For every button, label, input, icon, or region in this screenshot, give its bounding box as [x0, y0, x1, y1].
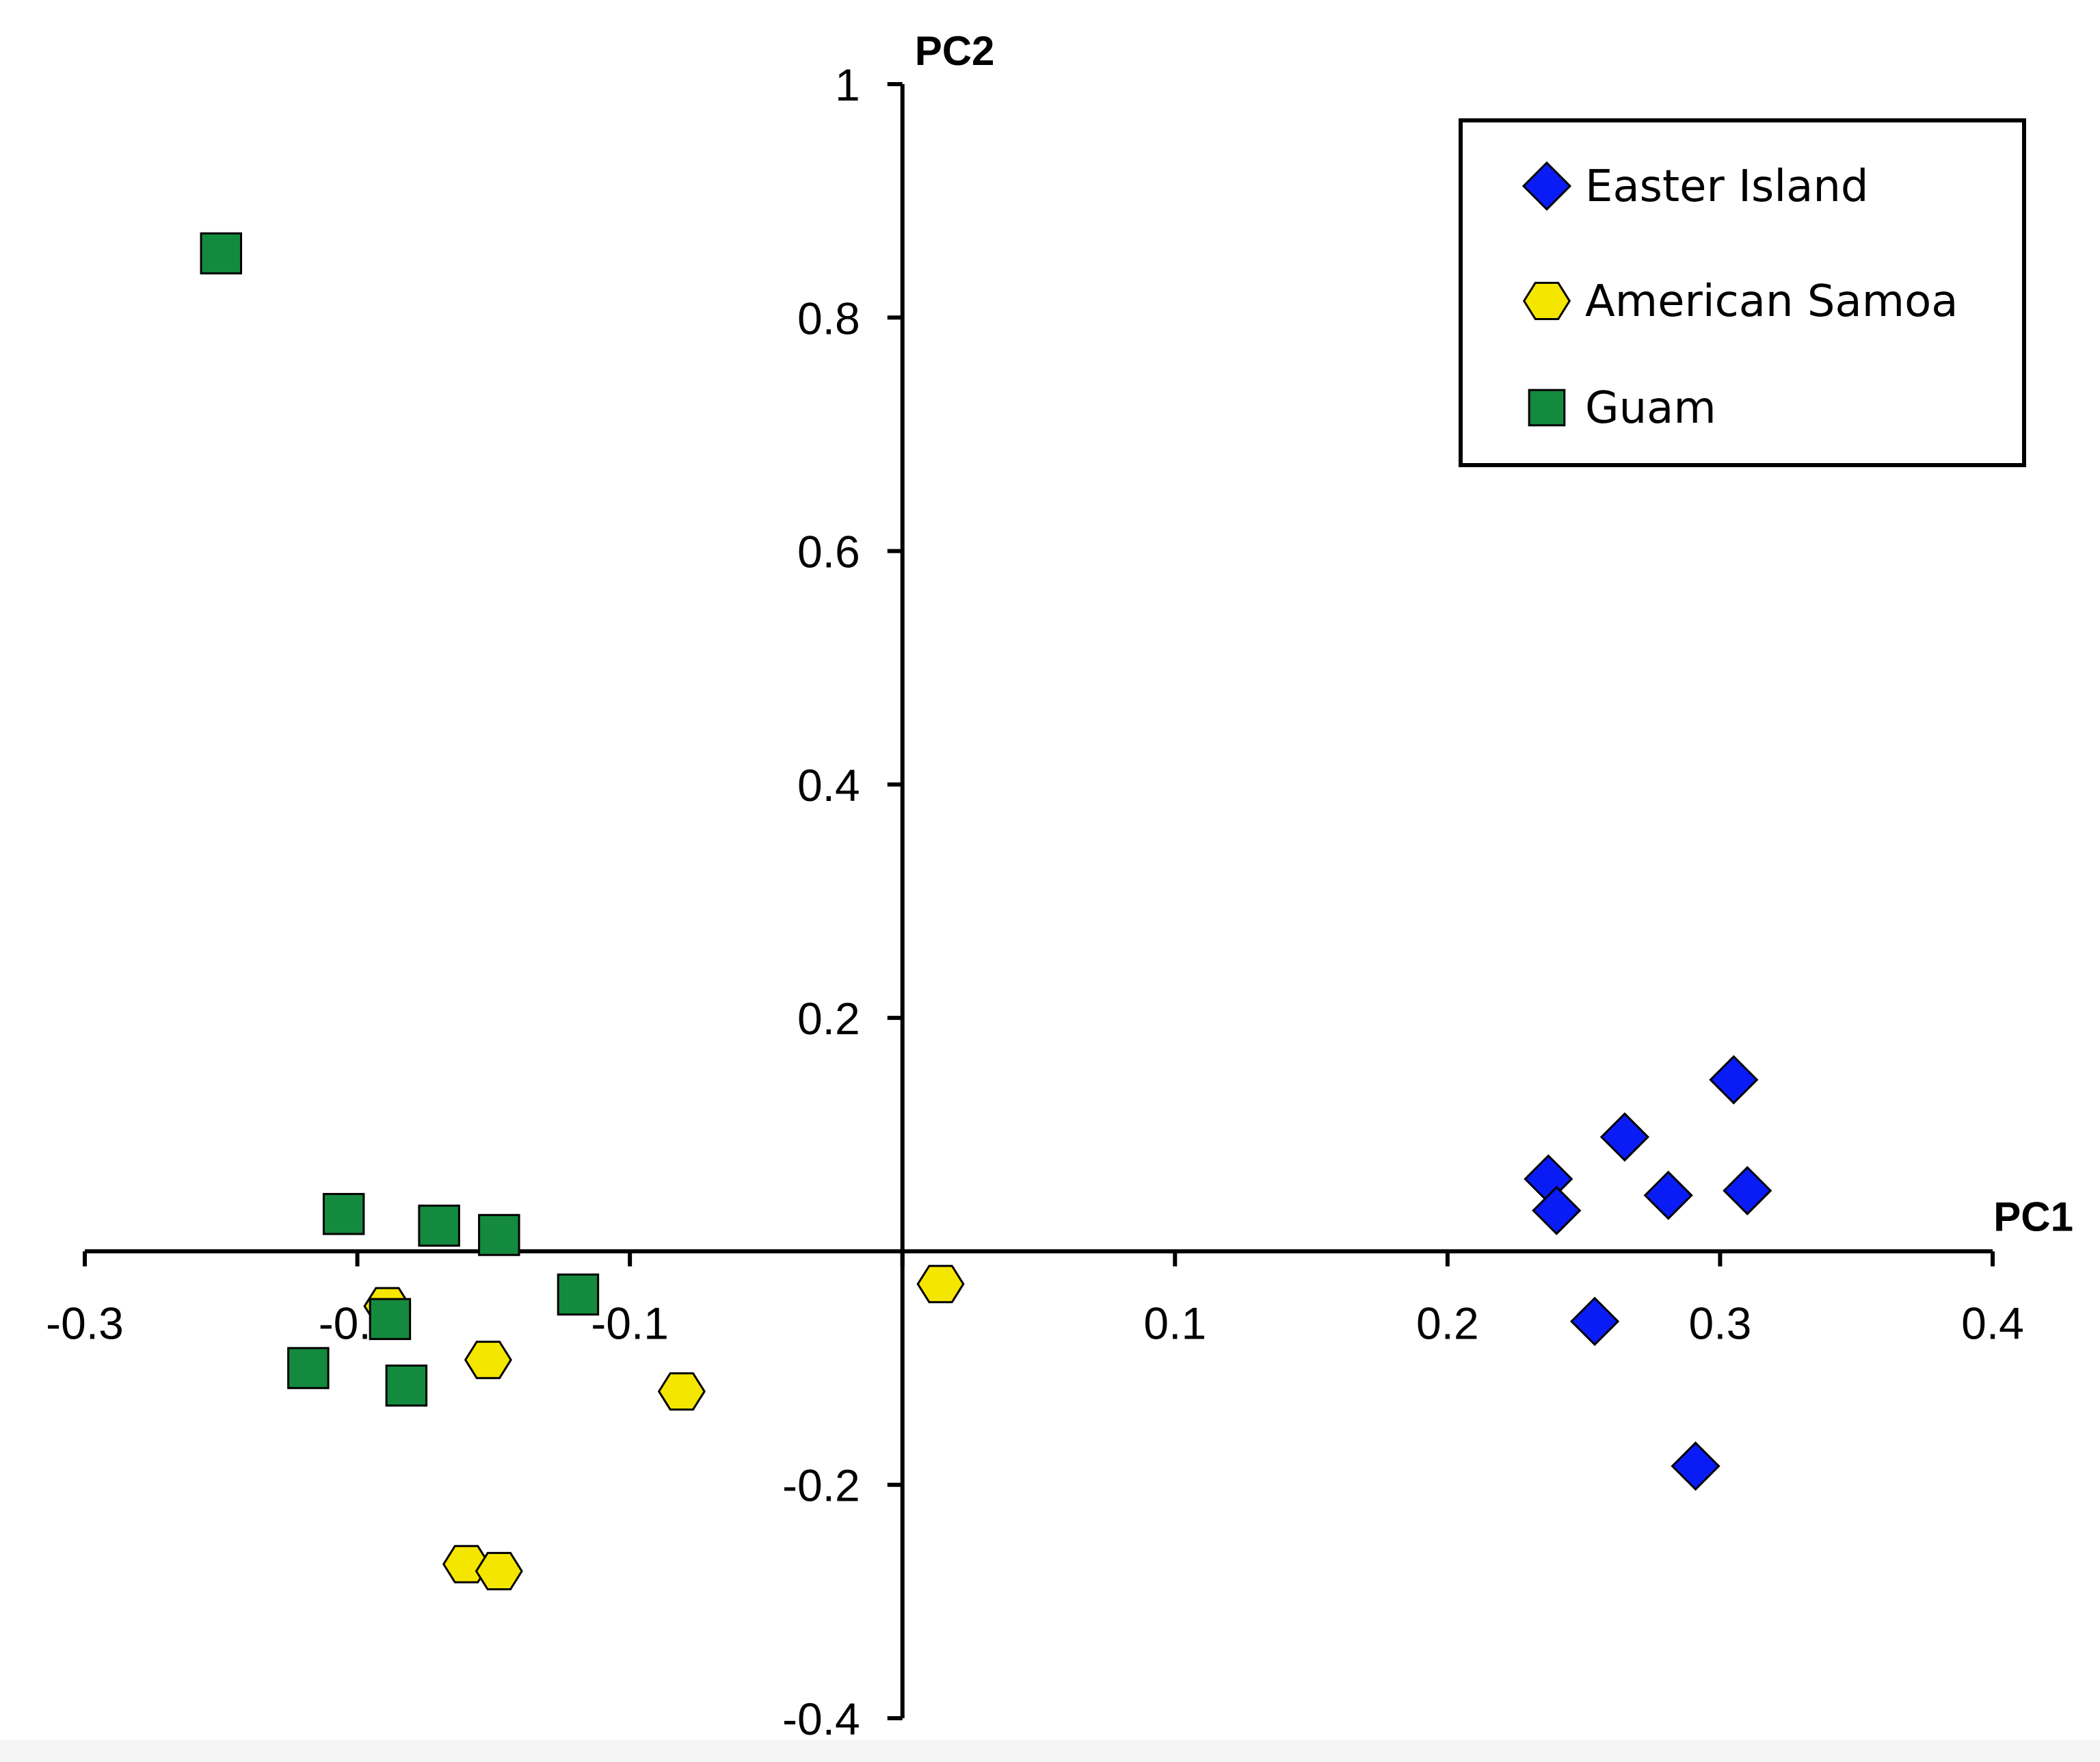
- y-tick-label: -0.2: [782, 1460, 860, 1511]
- american-samoa-point: [657, 1372, 706, 1411]
- x-tick-label: -0.3: [46, 1298, 124, 1348]
- guam-point: [200, 232, 243, 275]
- x-tick-label: 0.2: [1416, 1298, 1479, 1348]
- y-tick-label: 0.4: [797, 760, 860, 811]
- american-samoa-point: [475, 1551, 523, 1590]
- guam-point: [369, 1298, 412, 1341]
- legend-label-american-samoa: American Samoa: [1585, 276, 1958, 327]
- legend-label-guam: Guam: [1585, 383, 1716, 434]
- legend-guam-icon: [1528, 389, 1566, 427]
- x-tick-label: 0.4: [1961, 1298, 2024, 1348]
- easter-island-point: [1723, 1166, 1772, 1215]
- y-tick-label: 0.8: [797, 293, 860, 343]
- guam-series: [200, 232, 600, 1407]
- american-samoa-point: [916, 1265, 965, 1304]
- guam-point: [557, 1273, 600, 1316]
- legend-easter-island-icon: [1521, 161, 1572, 211]
- y-tick-label: 1: [835, 60, 860, 110]
- legend-label-easter-island: Easter Island: [1585, 161, 1869, 212]
- x-axis-title: PC1: [1993, 1194, 2073, 1239]
- easter-island-point: [1643, 1170, 1693, 1220]
- easter-island-series: [1524, 1055, 1772, 1491]
- easter-island-point: [1599, 1112, 1650, 1162]
- american-samoa-point: [464, 1341, 512, 1380]
- data-points: [200, 232, 1772, 1590]
- x-tick-label: 0.1: [1143, 1298, 1206, 1348]
- y-tick-label: -0.4: [782, 1694, 860, 1744]
- guam-point: [322, 1193, 365, 1235]
- y-tick-label: 0.2: [797, 993, 860, 1044]
- easter-island-point: [1569, 1296, 1620, 1346]
- x-tick-label: -0.1: [591, 1298, 669, 1348]
- legend: Easter Island American Samoa Guam: [1459, 118, 2026, 467]
- guam-point: [385, 1364, 428, 1407]
- guam-point: [418, 1205, 460, 1247]
- bottom-strip: [0, 1740, 2100, 1762]
- y-tick-label: 0.6: [797, 527, 860, 577]
- x-ticks: -0.3 -0.2 -0.1 0.1 0.2 0.3 0.4: [46, 1251, 2024, 1348]
- x-tick-label: 0.3: [1689, 1298, 1752, 1348]
- guam-point: [287, 1347, 330, 1389]
- legend-american-samoa-icon: [1522, 282, 1571, 320]
- easter-island-point: [1532, 1185, 1582, 1235]
- y-ticks: 1 0.8 0.6 0.4 0.2 -0.2 -0.4: [782, 60, 903, 1744]
- easter-island-point: [1709, 1055, 1759, 1105]
- guam-point: [478, 1213, 520, 1257]
- y-axis-title: PC2: [915, 28, 995, 74]
- easter-island-point: [1671, 1441, 1720, 1491]
- axes: -0.3 -0.2 -0.1 0.1 0.2 0.3 0.4 1 0.8 0.6 0.4 0.2 -0…: [46, 28, 2073, 1744]
